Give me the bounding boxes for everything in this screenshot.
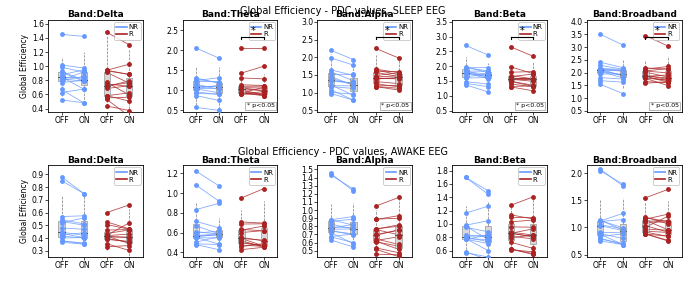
Bar bbox=[485, 226, 491, 242]
Bar bbox=[193, 81, 199, 90]
Bar bbox=[261, 86, 267, 94]
Bar bbox=[216, 229, 222, 237]
Bar bbox=[193, 224, 199, 238]
Legend: NR, R: NR, R bbox=[384, 167, 410, 185]
Text: * p<0.05: * p<0.05 bbox=[247, 103, 275, 108]
Text: * p<0.05: * p<0.05 bbox=[516, 103, 544, 108]
Bar bbox=[126, 78, 132, 96]
Text: *: * bbox=[385, 26, 390, 36]
Bar bbox=[81, 221, 87, 238]
Bar bbox=[395, 74, 402, 85]
Legend: NR, R: NR, R bbox=[114, 167, 140, 185]
Bar bbox=[261, 228, 267, 246]
Bar bbox=[395, 225, 402, 248]
Bar bbox=[508, 76, 514, 81]
Title: Band:Alpha: Band:Alpha bbox=[336, 155, 394, 164]
Legend: NR, R: NR, R bbox=[249, 167, 275, 185]
Bar bbox=[665, 221, 671, 234]
Bar bbox=[81, 72, 87, 85]
Bar bbox=[350, 222, 357, 234]
Text: * p<0.05: * p<0.05 bbox=[382, 103, 410, 108]
Bar bbox=[597, 221, 603, 235]
Bar bbox=[597, 68, 603, 73]
Bar bbox=[327, 221, 334, 232]
Bar bbox=[238, 230, 245, 243]
Legend: NR, R: NR, R bbox=[653, 22, 680, 40]
Bar bbox=[216, 83, 222, 93]
Bar bbox=[530, 76, 536, 86]
Title: Band:Beta: Band:Beta bbox=[473, 155, 526, 164]
Bar bbox=[643, 220, 649, 232]
Text: Global Efficiency - PDC values, AWAKE EEG: Global Efficiency - PDC values, AWAKE EE… bbox=[238, 147, 447, 158]
Legend: NR, R: NR, R bbox=[249, 22, 275, 40]
Title: Band:Delta: Band:Delta bbox=[67, 155, 124, 164]
Bar bbox=[665, 71, 671, 81]
Title: Band:Beta: Band:Beta bbox=[473, 10, 526, 19]
Bar bbox=[373, 229, 379, 242]
Title: Band:Delta: Band:Delta bbox=[67, 10, 124, 19]
Text: *: * bbox=[520, 26, 525, 36]
Bar bbox=[620, 224, 626, 241]
Text: Global Efficiency - PDC values, SLEEP EEG: Global Efficiency - PDC values, SLEEP EE… bbox=[240, 6, 445, 16]
Title: Band:Broadband: Band:Broadband bbox=[592, 155, 677, 164]
Text: *: * bbox=[250, 26, 255, 36]
Bar bbox=[103, 232, 110, 239]
Legend: NR, R: NR, R bbox=[384, 22, 410, 40]
Bar bbox=[462, 226, 469, 239]
Bar bbox=[462, 69, 469, 77]
Legend: NR, R: NR, R bbox=[518, 22, 545, 40]
Bar bbox=[620, 70, 626, 77]
Bar bbox=[238, 86, 245, 93]
Legend: NR, R: NR, R bbox=[518, 167, 545, 185]
Title: Band:Theta: Band:Theta bbox=[201, 155, 260, 164]
Y-axis label: Global Efficiency: Global Efficiency bbox=[20, 34, 29, 98]
Title: Band:Alpha: Band:Alpha bbox=[336, 10, 394, 19]
Bar bbox=[58, 221, 64, 237]
Bar bbox=[485, 72, 491, 78]
Legend: NR, R: NR, R bbox=[114, 22, 140, 40]
Bar bbox=[58, 72, 64, 81]
Text: * p<0.05: * p<0.05 bbox=[651, 103, 679, 108]
Y-axis label: Global Efficiency: Global Efficiency bbox=[20, 179, 29, 243]
Bar bbox=[373, 72, 379, 83]
Bar bbox=[103, 72, 110, 96]
Bar bbox=[508, 224, 514, 240]
Title: Band:Broadband: Band:Broadband bbox=[592, 10, 677, 19]
Bar bbox=[530, 224, 536, 244]
Bar bbox=[126, 229, 132, 243]
Bar bbox=[327, 73, 334, 86]
Bar bbox=[350, 78, 357, 91]
Legend: NR, R: NR, R bbox=[653, 167, 680, 185]
Text: *: * bbox=[654, 26, 659, 36]
Bar bbox=[643, 71, 649, 77]
Title: Band:Theta: Band:Theta bbox=[201, 10, 260, 19]
